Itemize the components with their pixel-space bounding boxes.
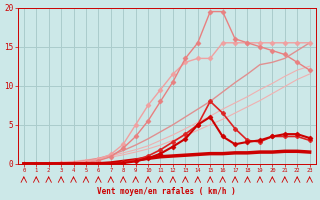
- X-axis label: Vent moyen/en rafales ( km/h ): Vent moyen/en rafales ( km/h ): [97, 187, 236, 196]
